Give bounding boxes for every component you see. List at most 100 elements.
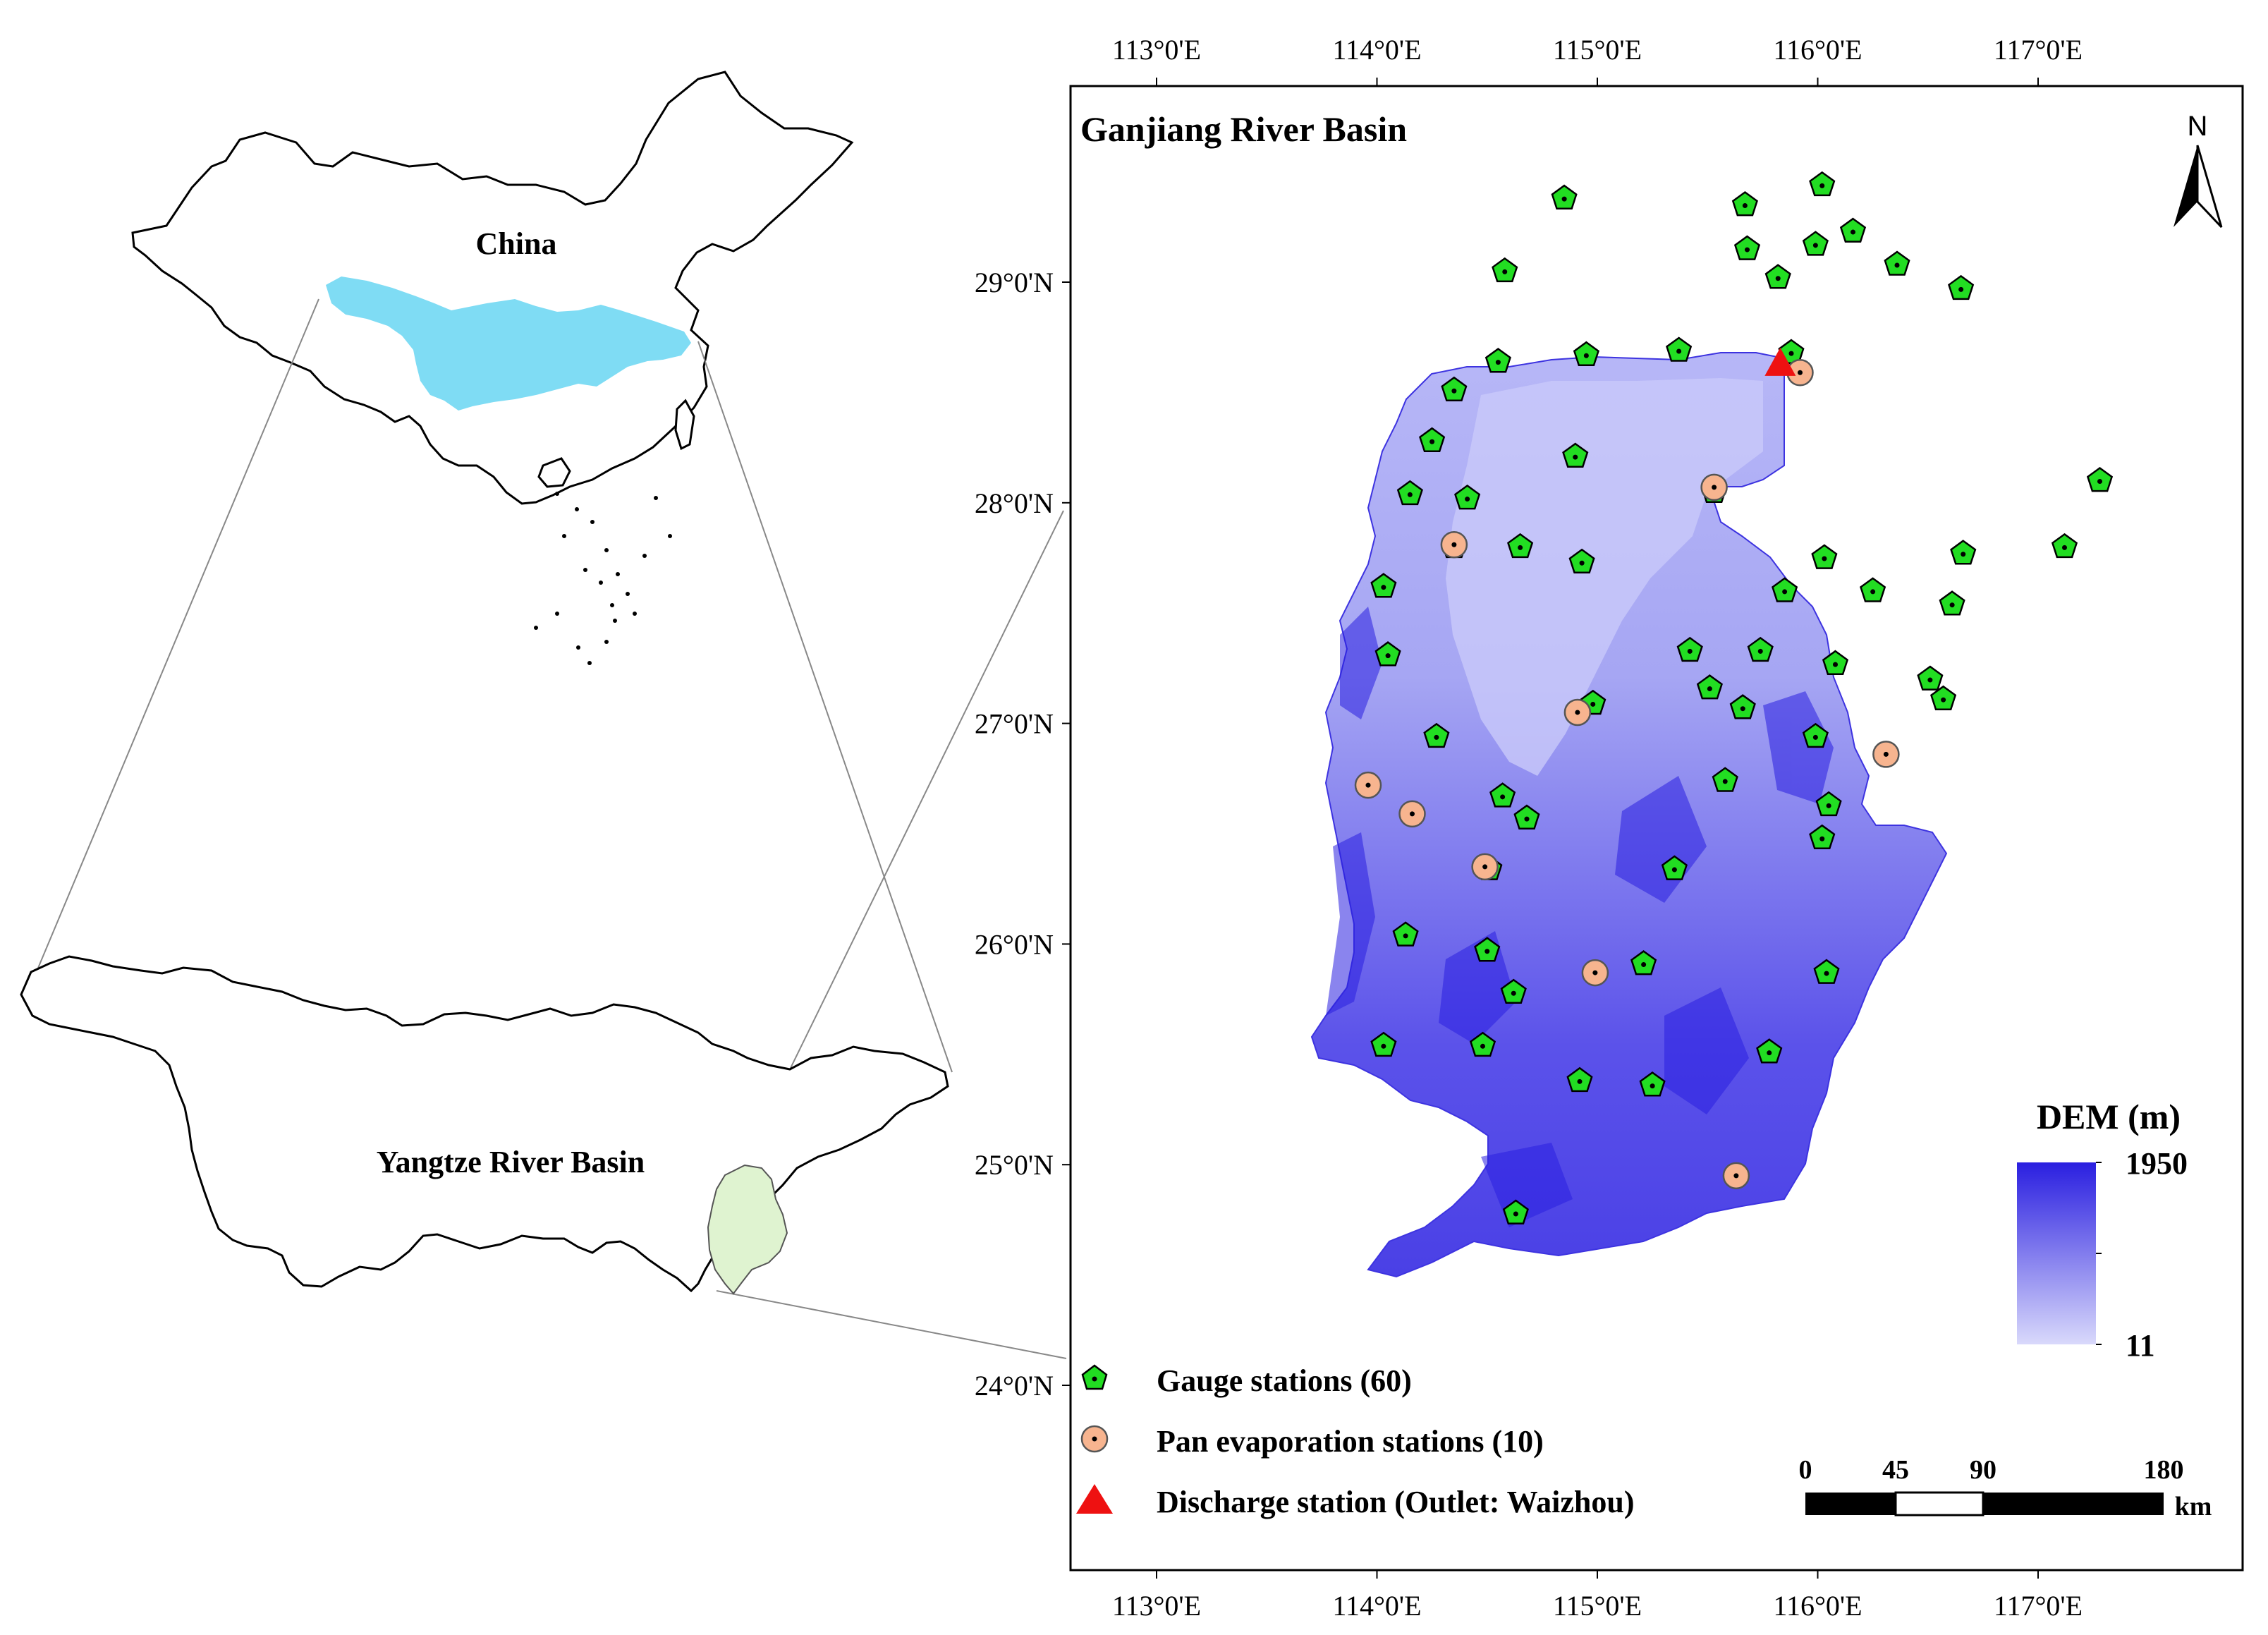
yangtze-label: Yangtze River Basin xyxy=(377,1145,645,1179)
gauge-station-marker xyxy=(1948,274,1975,300)
gauge-station-marker xyxy=(1731,190,1758,217)
gauge-station-marker xyxy=(1573,341,1599,367)
gauge-station-marker xyxy=(1696,674,1723,700)
gauge-station-marker xyxy=(1712,767,1738,792)
bottom-lon-label: 117°0'E xyxy=(1994,1590,2083,1622)
lat-label: 27°0'N xyxy=(975,708,1054,740)
dem-min: 11 xyxy=(2126,1328,2155,1363)
bottom-lon-label: 113°0'E xyxy=(1112,1590,1201,1622)
gauge-station-marker xyxy=(1811,544,1838,569)
gauge-station-marker xyxy=(2086,466,2114,492)
gauge-station-marker xyxy=(1802,231,1829,256)
south-sea-islands xyxy=(534,492,672,665)
gauge-station-marker xyxy=(1507,533,1534,559)
china-yangtze-basin xyxy=(326,276,691,411)
top-lon-label: 115°0'E xyxy=(1553,34,1642,66)
gauge-station-marker xyxy=(1822,650,1849,675)
gauge-station-marker xyxy=(1809,171,1836,197)
scale-bar: 0 45 90 180 km xyxy=(1799,1455,2212,1521)
gauge-station-marker xyxy=(1930,685,1957,711)
discharge-legend-label: Discharge station (Outlet: Waizhou) xyxy=(1157,1485,1635,1519)
gauge-station-marker xyxy=(1639,1071,1666,1097)
pan-station-marker xyxy=(1471,853,1499,881)
pan-station-marker xyxy=(1786,358,1814,387)
bottom-lon-label: 114°0'E xyxy=(1332,1590,1421,1622)
gauge-station-marker xyxy=(1747,636,1774,662)
gauge-station-marker xyxy=(1374,641,1401,667)
scale-tick-45: 45 xyxy=(1882,1455,1909,1485)
china-outline xyxy=(131,71,854,505)
gauge-station-marker xyxy=(1756,1038,1783,1064)
main-map: 113°0'E 114°0'E 115°0'E 116°0'E 117°0'E 113°… xyxy=(975,34,2244,1622)
top-axis: 113°0'E 114°0'E 115°0'E 116°0'E 117°0'E xyxy=(1112,34,2083,86)
gauge-station-marker xyxy=(1392,921,1419,947)
dem-colorbar xyxy=(2017,1162,2096,1344)
gauge-station-marker xyxy=(1884,250,1910,276)
gauge-station-marker xyxy=(2051,533,2078,559)
left-axis: 29°0'N 28°0'N 27°0'N 26°0'N 25°0'N 24°0'N xyxy=(975,267,1071,1402)
lat-label: 25°0'N xyxy=(975,1149,1054,1181)
gauge-station-marker xyxy=(1423,722,1450,748)
top-lon-label: 114°0'E xyxy=(1332,34,1421,66)
gauge-station-marker xyxy=(1500,978,1527,1004)
gauge-stations xyxy=(1370,171,2114,1224)
gauge-station-marker xyxy=(1764,264,1791,289)
yangtze-basin-outline xyxy=(20,955,949,1293)
bottom-lon-label: 116°0'E xyxy=(1773,1590,1862,1622)
pan-station-marker xyxy=(1700,473,1728,502)
gauge-station-marker xyxy=(1484,348,1511,373)
lat-label: 26°0'N xyxy=(975,928,1054,960)
gauge-station-marker xyxy=(1513,804,1540,829)
pan-evaporation-stations xyxy=(1354,358,1900,1190)
gauge-legend-label: Gauge stations (60) xyxy=(1157,1363,1412,1398)
gauge-station-marker xyxy=(1729,694,1756,719)
gauge-station-marker xyxy=(1489,782,1516,808)
pan-station-marker xyxy=(1872,741,1900,768)
top-lon-label: 116°0'E xyxy=(1773,34,1862,66)
gauge-station-marker xyxy=(1815,791,1842,817)
gauge-station-marker xyxy=(1492,257,1518,283)
scale-tick-90: 90 xyxy=(1970,1455,1996,1485)
gauge-station-marker xyxy=(1733,235,1761,260)
dem-title: DEM (m) xyxy=(2037,1097,2181,1136)
bottom-lon-label: 115°0'E xyxy=(1553,1590,1642,1622)
gauge-station-marker xyxy=(1502,1199,1529,1224)
gauge-station-marker xyxy=(1630,950,1657,975)
gauge-station-marker xyxy=(1441,376,1468,402)
left-panel: China Yangtze River Basin xyxy=(20,71,1067,1359)
gauge-station-marker xyxy=(1661,855,1688,880)
dem-max: 1950 xyxy=(2126,1146,2188,1181)
scale-tick-0: 0 xyxy=(1799,1455,1812,1485)
pan-legend-label: Pan evaporation stations (10) xyxy=(1157,1424,1544,1459)
top-lon-label: 113°0'E xyxy=(1112,34,1201,66)
gauge-station-marker xyxy=(1474,937,1501,962)
gauge-station-marker xyxy=(1568,548,1595,574)
hainan-outline xyxy=(537,457,571,488)
pan-station-marker xyxy=(1722,1162,1750,1190)
gauge-station-marker xyxy=(1666,336,1693,362)
north-label: N xyxy=(2188,111,2208,142)
map-title: Ganjiang River Basin xyxy=(1080,109,1407,149)
dem-highlands xyxy=(1326,607,1834,1227)
discharge-legend-icon xyxy=(1076,1484,1113,1514)
gauge-station-marker xyxy=(1419,427,1446,453)
discharge-station xyxy=(1764,347,1796,376)
pan-station-marker xyxy=(1354,771,1382,799)
station-legend: Gauge stations (60) Pan evaporation stat… xyxy=(1076,1363,1635,1519)
gauge-station-marker xyxy=(1454,484,1481,510)
dem-legend: DEM (m) 1950 11 xyxy=(2017,1097,2188,1363)
gauge-station-marker xyxy=(1370,573,1397,598)
gauge-station-marker xyxy=(1676,636,1703,662)
gauge-station-marker xyxy=(1860,577,1886,602)
pan-station-marker xyxy=(1581,959,1609,987)
gauge-station-marker xyxy=(1566,1066,1593,1093)
scale-unit: km xyxy=(2175,1492,2212,1521)
gauge-station-marker xyxy=(1802,722,1829,748)
gauge-station-marker xyxy=(1839,217,1867,243)
gauge-station-marker xyxy=(1370,1031,1397,1057)
gauge-station-marker xyxy=(1562,442,1589,468)
gauge-station-marker xyxy=(1939,590,1965,616)
lat-label: 28°0'N xyxy=(975,487,1054,519)
gauge-station-marker xyxy=(1469,1031,1496,1057)
